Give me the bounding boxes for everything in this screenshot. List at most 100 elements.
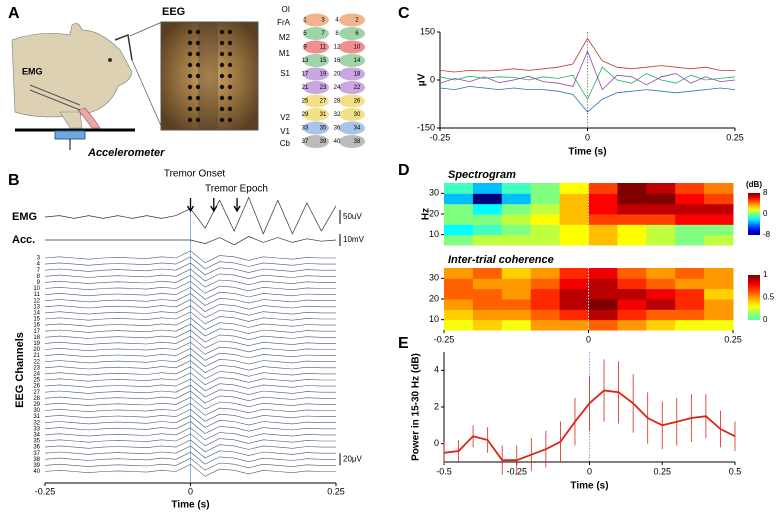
electrode-label: 28 [334, 99, 341, 105]
panel-label: C [398, 5, 410, 22]
channel-label: 9 [37, 280, 41, 286]
photo-electrode [187, 73, 193, 79]
heatmap-cell [675, 224, 705, 236]
photo-electrode [227, 95, 233, 101]
x-tick-label: -0.25 [430, 132, 451, 142]
brain-region [339, 67, 365, 81]
heatmap-cell [501, 278, 532, 290]
eeg-trace [44, 341, 336, 355]
heatmap-cell [704, 234, 734, 246]
eeg-trace [44, 402, 336, 416]
channel-label: 18 [33, 335, 40, 341]
electrode-label: 5 [303, 31, 307, 37]
eeg-trace [44, 378, 336, 392]
region-label: FrA [277, 18, 291, 27]
heatmap-cell [559, 299, 589, 310]
eeg-trace [44, 280, 336, 294]
x-tick-label: 0 [586, 334, 591, 344]
channel-label: 7 [37, 268, 41, 274]
eeg-trace [44, 372, 336, 386]
photo-electrode [187, 117, 193, 123]
x-tick-label: 0.25 [653, 466, 671, 476]
scale-bar-label: 50uV [343, 212, 362, 221]
eeg-trace [44, 323, 336, 337]
region-label: OI [282, 5, 290, 14]
heatmap-cell [588, 214, 618, 225]
eeg-trace [44, 329, 336, 343]
photo-electrode [227, 29, 233, 35]
y-tick-label: 30 [429, 273, 439, 283]
region-label: Cb [280, 139, 291, 148]
heatmap-cell [501, 268, 532, 279]
photo-electrode [195, 95, 201, 101]
x-tick-label: 0.25 [726, 132, 744, 142]
eeg-trace [44, 390, 336, 404]
heatmap-cell [559, 309, 589, 321]
brain-region [303, 135, 329, 148]
y-axis-label: μV [417, 73, 428, 86]
heatmap-cell [501, 183, 532, 194]
heatmap-cell [588, 203, 618, 215]
photo-electrode [219, 62, 225, 68]
photo-electrode [219, 117, 225, 123]
channel-label: 32 [33, 420, 40, 426]
channel-label: 24 [33, 371, 40, 377]
heatmap-cell [559, 183, 589, 194]
photo-electrode [195, 84, 201, 90]
colorbar-tick-label: 1 [763, 270, 768, 279]
y-tick-label: 4 [434, 365, 439, 375]
eeg-trace [44, 250, 336, 264]
y-tick-label: 2 [434, 401, 439, 411]
channel-label: 35 [33, 439, 40, 445]
electrode-label: 37 [302, 139, 309, 145]
heatmap-cell [501, 309, 532, 321]
heatmap-cell [617, 224, 647, 236]
eeg-trace [44, 311, 336, 325]
photo-electrode [219, 51, 225, 57]
brain-region [339, 40, 365, 54]
channel-label: 27 [33, 390, 40, 396]
photo-electrode [227, 73, 233, 79]
heatmap-cell [675, 214, 705, 225]
electrode-label: 30 [354, 112, 361, 118]
heatmap-cell [472, 234, 503, 246]
heatmap-cell [559, 278, 589, 290]
heatmap-cell [530, 319, 561, 331]
electrode-label: 7 [321, 31, 325, 37]
eeg-trace [44, 360, 336, 373]
colorbar-tick-label: 0 [763, 209, 768, 218]
channel-label: 15 [33, 317, 40, 323]
series-line [439, 50, 736, 91]
photo-electrode [195, 106, 201, 112]
channel-label: 38 [33, 457, 40, 463]
electrode-label: 26 [354, 99, 361, 105]
photo-electrode [219, 106, 225, 112]
channel-label: 33 [33, 426, 40, 432]
electrode-label: 22 [354, 85, 361, 91]
channel-label: 31 [33, 414, 40, 420]
heatmap-cell [472, 183, 503, 194]
eeg-trace [44, 335, 336, 349]
electrode-label: 11 [320, 45, 327, 51]
heatmap-cell [617, 234, 647, 246]
x-tick-label: -0.25 [434, 334, 455, 344]
heatmap-cell [472, 224, 503, 236]
heatmap-cell [646, 224, 676, 236]
electrode-label: 34 [354, 126, 361, 132]
y-tick-label: 0 [434, 438, 439, 448]
eeg-trace [44, 396, 336, 410]
heatmap-cell [675, 288, 705, 300]
channel-label: 16 [33, 323, 40, 329]
heatmap-cell [530, 288, 561, 300]
acc-trace [45, 236, 337, 246]
channel-label: 40 [33, 469, 40, 475]
channel-label: 10 [33, 286, 40, 292]
heatmap-cell [588, 278, 618, 290]
heatmap-cell [675, 268, 705, 279]
heatmap-cell [444, 234, 474, 246]
heatmap-cell [588, 234, 618, 246]
channel-label: 21 [33, 353, 40, 359]
heatmap-cell [704, 193, 734, 205]
electrode-label: 32 [334, 112, 341, 118]
heatmap-cell [444, 309, 474, 321]
